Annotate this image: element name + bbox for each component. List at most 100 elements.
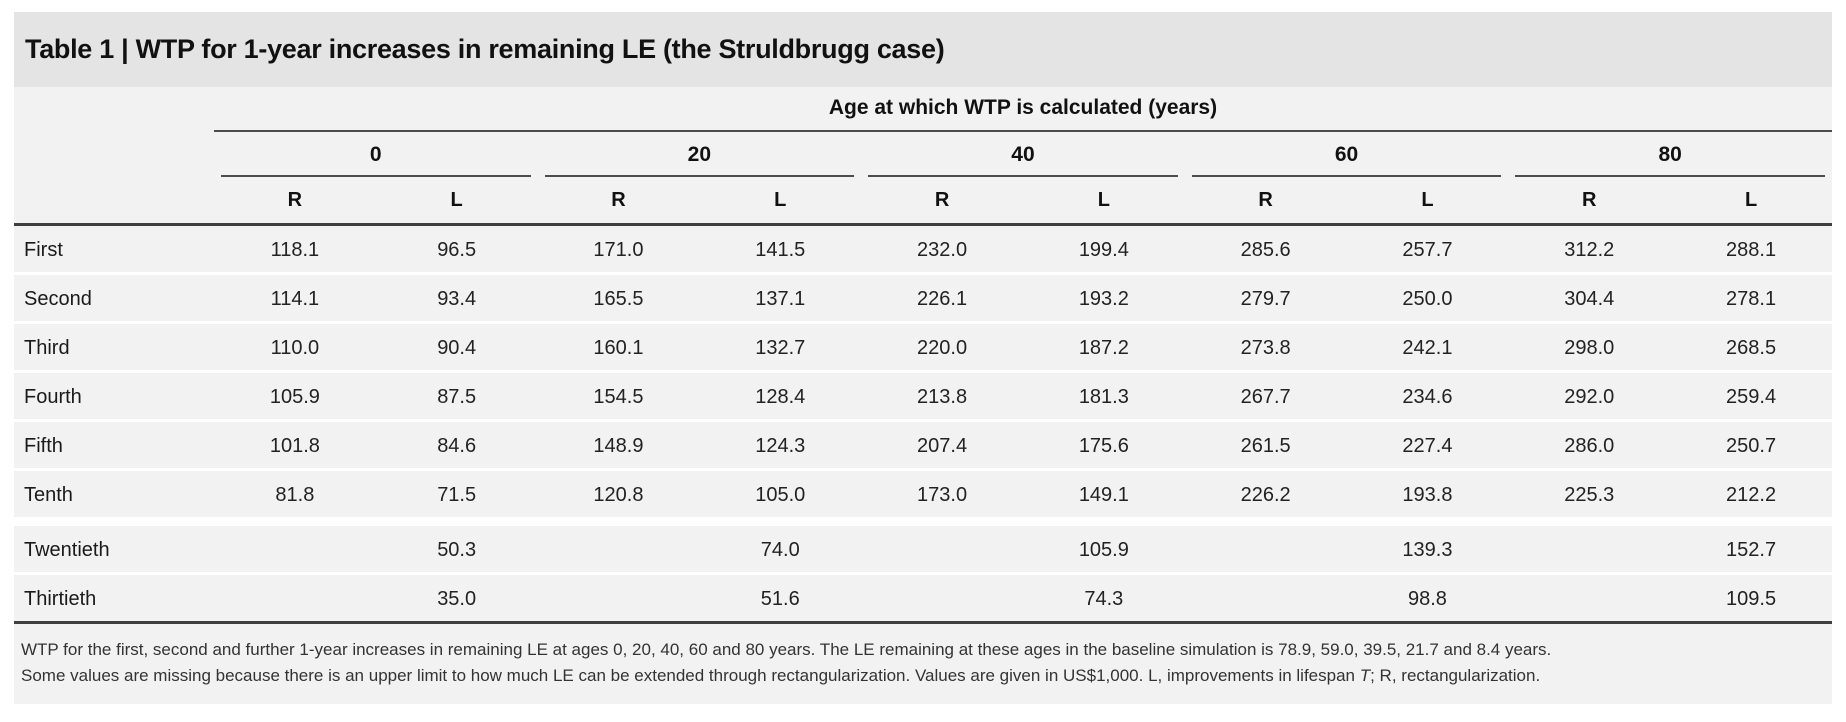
value-cell: 279.7 [1184, 275, 1347, 324]
value-cell: 84.6 [375, 422, 538, 471]
table-row: Tenth 81.8 71.5 120.8 105.0 173.0 149.1 226.2 19… [14, 471, 1832, 520]
footnote-italic-t: T [1359, 665, 1371, 685]
value-cell: 232.0 [861, 226, 1023, 275]
value-cell: 93.4 [375, 275, 538, 324]
subheader-r: R [213, 177, 376, 226]
wtp-data-table: Age at which WTP is calculated (years) 0… [14, 87, 1832, 624]
value-cell [1508, 520, 1671, 575]
value-cell: 257.7 [1346, 226, 1509, 275]
value-cell: 261.5 [1184, 422, 1347, 471]
value-cell: 259.4 [1670, 373, 1832, 422]
value-cell [1184, 575, 1347, 624]
row-label: Tenth [14, 471, 214, 520]
table-row: Second 114.1 93.4 165.5 137.1 226.1 193.2 279.7… [14, 275, 1832, 324]
value-cell: 160.1 [537, 324, 700, 373]
value-cell: 193.8 [1346, 471, 1509, 520]
table-row: Fourth 105.9 87.5 154.5 128.4 213.8 181.3 267.7… [14, 373, 1832, 422]
row-label: Thirtieth [14, 575, 214, 624]
subheader-l: L [375, 177, 538, 226]
value-cell: 292.0 [1508, 373, 1671, 422]
corner-cell [14, 177, 214, 226]
value-cell: 267.7 [1184, 373, 1347, 422]
span-header-row: Age at which WTP is calculated (years) [14, 87, 1832, 132]
table-row: Twentieth 50.3 74.0 105.9 139.3 152.7 [14, 520, 1832, 575]
value-cell: 181.3 [1022, 373, 1185, 422]
value-cell: 132.7 [699, 324, 862, 373]
value-cell: 286.0 [1508, 422, 1671, 471]
row-label: First [14, 226, 214, 275]
value-cell: 120.8 [537, 471, 700, 520]
value-cell [213, 520, 376, 575]
footnote: WTP for the first, second and further 1-… [14, 624, 1832, 704]
subheader-r: R [1184, 177, 1347, 226]
value-cell: 50.3 [375, 520, 538, 575]
subheader-l: L [699, 177, 862, 226]
value-cell: 109.5 [1670, 575, 1832, 624]
value-cell [213, 575, 376, 624]
value-cell: 124.3 [699, 422, 862, 471]
value-cell: 137.1 [699, 275, 862, 324]
value-cell: 268.5 [1670, 324, 1832, 373]
value-cell: 242.1 [1346, 324, 1509, 373]
value-cell: 98.8 [1346, 575, 1509, 624]
age-span-label: Age at which WTP is calculated (years) [213, 97, 1832, 132]
age-group-label: 60 [1191, 144, 1502, 177]
footnote-line-2-pre: Some values are missing because there is… [21, 665, 1360, 685]
subheader-l: L [1670, 177, 1832, 226]
value-cell: 51.6 [699, 575, 862, 624]
value-cell: 152.7 [1670, 520, 1832, 575]
value-cell: 304.4 [1508, 275, 1671, 324]
age-group-header: 80 [1508, 132, 1832, 177]
value-cell: 193.2 [1022, 275, 1185, 324]
table-row: Third 110.0 90.4 160.1 132.7 220.0 187.2 273.8 2… [14, 324, 1832, 373]
value-cell: 288.1 [1670, 226, 1832, 275]
value-cell: 226.2 [1184, 471, 1347, 520]
subheader-l: L [1022, 177, 1185, 226]
value-cell: 312.2 [1508, 226, 1671, 275]
subheader-r: R [537, 177, 700, 226]
table-title: Table 1 | WTP for 1-year increases in re… [25, 34, 945, 64]
value-cell: 250.0 [1346, 275, 1509, 324]
value-cell: 234.6 [1346, 373, 1509, 422]
value-cell: 141.5 [699, 226, 862, 275]
age-group-header: 0 [214, 132, 538, 177]
value-cell: 212.2 [1670, 471, 1832, 520]
value-cell: 105.9 [213, 373, 376, 422]
footnote-line-1: WTP for the first, second and further 1-… [21, 640, 1552, 659]
value-cell: 207.4 [861, 422, 1023, 471]
value-cell: 199.4 [1022, 226, 1185, 275]
subheader-r: R [1508, 177, 1671, 226]
value-cell: 139.3 [1346, 520, 1509, 575]
age-span-header: Age at which WTP is calculated (years) [213, 87, 1832, 132]
age-group-label: 80 [1515, 144, 1825, 177]
value-cell: 165.5 [537, 275, 700, 324]
row-label: Twentieth [14, 520, 214, 575]
value-cell: 35.0 [375, 575, 538, 624]
value-cell: 101.8 [213, 422, 376, 471]
value-cell [861, 575, 1023, 624]
value-cell: 220.0 [861, 324, 1023, 373]
value-cell: 278.1 [1670, 275, 1832, 324]
value-cell [861, 520, 1023, 575]
value-cell: 154.5 [537, 373, 700, 422]
value-cell: 114.1 [213, 275, 376, 324]
value-cell: 285.6 [1184, 226, 1347, 275]
value-cell: 226.1 [861, 275, 1023, 324]
footnote-line-2: Some values are missing because there is… [21, 663, 1826, 689]
corner-cell [14, 87, 214, 132]
value-cell: 149.1 [1022, 471, 1185, 520]
subheader-r: R [861, 177, 1023, 226]
value-cell: 110.0 [213, 324, 376, 373]
value-cell: 171.0 [537, 226, 700, 275]
value-cell [1508, 575, 1671, 624]
value-cell: 74.3 [1022, 575, 1185, 624]
corner-cell [14, 132, 214, 177]
table-row: Fifth 101.8 84.6 148.9 124.3 207.4 175.6 261.5 2… [14, 422, 1832, 471]
value-cell [537, 520, 700, 575]
footnote-line-2-post: ; R, rectangularization. [1370, 665, 1541, 685]
value-cell: 175.6 [1022, 422, 1185, 471]
value-cell: 71.5 [375, 471, 538, 520]
table-container: Age at which WTP is calculated (years) 0… [14, 87, 1832, 704]
value-cell: 87.5 [375, 373, 538, 422]
